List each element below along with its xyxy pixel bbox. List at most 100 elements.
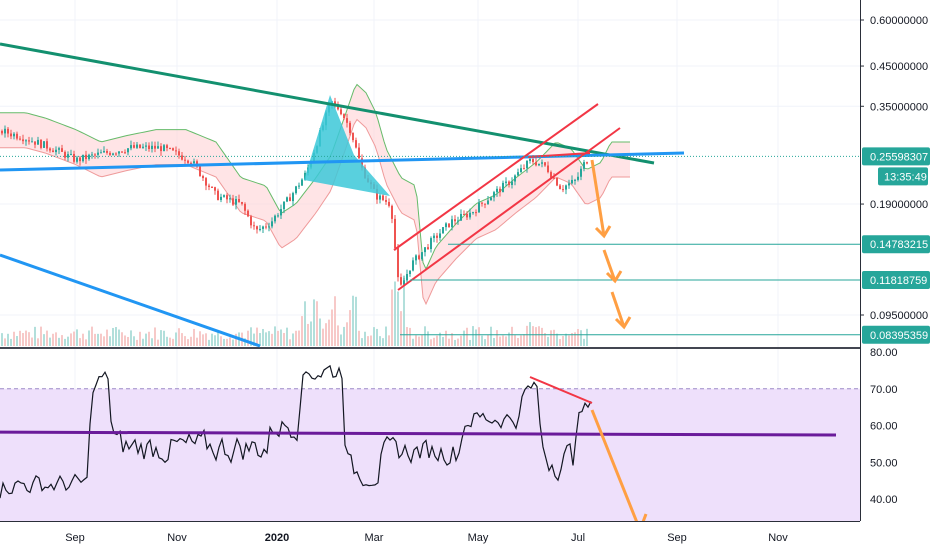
candle-body (100, 152, 102, 154)
volume-bar (46, 330, 48, 346)
grid-lines (0, 0, 860, 521)
candle-body (532, 159, 534, 163)
volume-bar (457, 338, 459, 346)
volume-bar (106, 329, 108, 346)
candle-body (61, 148, 63, 152)
volume-bar (310, 321, 312, 346)
volume-bar (379, 336, 381, 346)
volume-bar (412, 338, 414, 346)
candle-body (409, 270, 411, 275)
time-tick-label: Jul (571, 532, 585, 544)
volume-bar (187, 339, 189, 346)
volume-bar (1, 333, 3, 346)
candle-body (157, 146, 159, 149)
candle-body (67, 154, 69, 158)
volume-bar (340, 334, 342, 346)
rsi-midline (0, 430, 837, 437)
projection-arrow-1 (602, 249, 617, 282)
volume-bar (181, 333, 183, 346)
candle-body (466, 213, 468, 218)
candle-body (58, 148, 60, 150)
volume-bar (541, 327, 543, 346)
candle-body (442, 227, 444, 234)
volume-bar (490, 326, 492, 346)
blue-lower-trendline (0, 253, 261, 348)
price-tag-bg (862, 325, 930, 344)
candle-body (169, 148, 171, 150)
volume-bar (73, 331, 75, 346)
candle-body (280, 209, 282, 216)
volume-bar (547, 336, 549, 346)
volume-bar (355, 296, 357, 346)
volume-bar (565, 333, 567, 346)
volume-bar (274, 326, 276, 346)
volume-bar (217, 329, 219, 346)
candle-body (226, 195, 228, 200)
candle-body (205, 178, 207, 186)
volume-bar (529, 322, 531, 346)
volume-bar (493, 337, 495, 346)
candle-body (283, 201, 285, 210)
volume-bar (88, 330, 90, 346)
price-tick-label: 0.45000000 (870, 61, 928, 73)
candle-body (160, 146, 162, 152)
volume-bar (517, 337, 519, 346)
price-axis[interactable]: 0.60000000 0.45000000 0.35000000 0.19000000… (860, 0, 932, 550)
candle-body (145, 145, 147, 147)
volume-bar (571, 333, 573, 346)
candle-body (421, 252, 423, 260)
candle-body (439, 233, 441, 238)
volume-bar (307, 323, 309, 346)
candle-body (46, 141, 48, 149)
candle-body (418, 255, 420, 260)
price-tick-label: 0.09500000 (870, 310, 928, 322)
volume-bar (520, 335, 522, 346)
candle-body (73, 153, 75, 162)
volume-bar (124, 335, 126, 346)
candle-body (244, 203, 246, 211)
volume-bar (382, 338, 384, 346)
arrow-head-0 (594, 225, 612, 239)
candle-body (79, 157, 81, 162)
volume-bar (52, 333, 54, 346)
candle-body (16, 133, 18, 139)
candle-body (70, 153, 72, 155)
candle-body (565, 185, 567, 190)
candle-body (25, 140, 27, 142)
candle-body (550, 172, 552, 178)
volume-bar (43, 334, 45, 346)
volume-bar (325, 323, 327, 346)
candle-body (505, 181, 507, 183)
time-tick-label: Sep (667, 532, 687, 544)
candle-body (22, 139, 24, 142)
volume-bar (253, 333, 255, 346)
volume-bar (103, 336, 105, 346)
candle-body (175, 150, 177, 152)
candle-body (229, 198, 231, 200)
volume-bar (133, 336, 135, 346)
candle-body (94, 154, 96, 156)
candle-body (289, 197, 291, 202)
volume-bar (346, 322, 348, 346)
rsi-tick-label: 80.00 (870, 347, 898, 359)
volume-bar (553, 329, 555, 346)
candle-body (247, 210, 249, 217)
cloud-area (0, 84, 630, 304)
volume-bar (142, 338, 144, 346)
candle-body (187, 160, 189, 163)
time-axis[interactable]: Sep Nov 2020 Mar May Jul Sep Nov (0, 521, 860, 550)
candle-body (451, 219, 453, 228)
volume-bar (424, 326, 426, 346)
volume-bar (184, 336, 186, 346)
volume-bar (439, 332, 441, 346)
rsi-divergence-line (529, 376, 593, 404)
volume-bar (16, 336, 18, 346)
candle-body (424, 247, 426, 253)
candle-body (520, 168, 522, 173)
volume-bar (343, 326, 345, 346)
candle-body (577, 176, 579, 180)
candle-body (349, 122, 351, 133)
channel-cap (527, 152, 591, 158)
volume-bar (7, 333, 9, 346)
